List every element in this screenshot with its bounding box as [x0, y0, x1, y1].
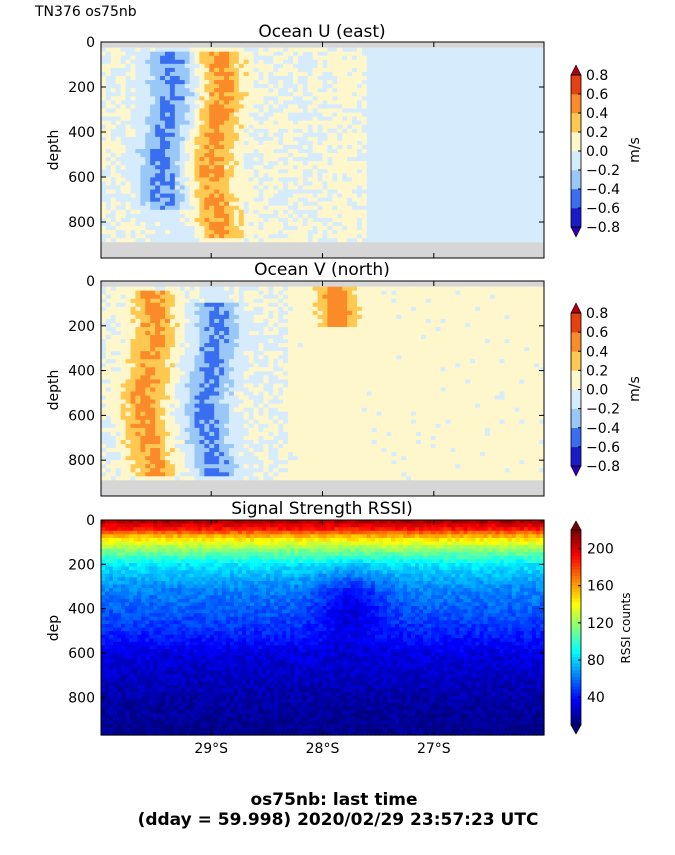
colorbar-swatch-v-4 [571, 370, 581, 390]
colorbar-tick-v-8: 0.8 [586, 306, 608, 322]
xtick-label-rssi-1: 28°S [306, 741, 340, 757]
ytick-label-v-1: 200 [68, 319, 95, 335]
xtick-label-rssi-2: 27°S [417, 741, 451, 757]
colorbar-tick-u-7: 0.6 [586, 87, 608, 103]
colorbar-swatch-u-3 [571, 151, 581, 171]
corner-label: TN376 os75nb [34, 4, 137, 20]
colorbar-tick-v-3: −0.2 [586, 402, 620, 418]
ytick-label-u-4: 800 [68, 215, 95, 231]
ytick-label-rssi-4: 800 [68, 690, 95, 706]
colorbar-swatch-u-4 [571, 132, 581, 152]
ytick-label-v-0: 0 [86, 274, 95, 290]
bottom-mask [101, 480, 544, 496]
panel-title-rssi: Signal Strength RSSI) [231, 499, 413, 519]
ytick-label-rssi-0: 0 [86, 513, 95, 529]
colorbar-tick-v-2: −0.4 [586, 421, 620, 437]
colorbar-extend-low-u [570, 226, 582, 238]
colorbar-tick-u-6: 0.4 [586, 106, 608, 122]
footer-line-2: (dday = 59.998) 2020/02/29 23:57:23 UTC [138, 810, 539, 830]
colorbar-tick-rssi-0: 40 [587, 690, 605, 706]
heatmap-rssi [101, 520, 545, 736]
colorbar-extend-high-u [570, 64, 582, 76]
ytick-label-v-2: 400 [68, 364, 95, 380]
xtick-label-rssi-0: 29°S [194, 741, 228, 757]
colorbar-label-v: m/s [627, 376, 643, 402]
colorbar-tick-u-8: 0.8 [586, 68, 608, 84]
colorbar-v: −0.8 −0.6 −0.4 −0.2 0.0 0.2 0.4 0.6 0.8 [570, 302, 620, 477]
ytick-label-rssi-2: 400 [68, 602, 95, 618]
panel-title-v: Ocean V (north) [254, 260, 390, 280]
ytick-label-rssi-1: 200 [68, 557, 95, 573]
colorbar-tick-u-0: −0.8 [586, 220, 620, 236]
colorbar-extend-high-rssi [570, 520, 582, 531]
colorbar-swatch-u-6 [571, 94, 581, 114]
ytick-label-u-2: 400 [68, 125, 95, 141]
ytick-label-u-3: 600 [68, 170, 95, 186]
xticks-v [210, 281, 435, 496]
colorbar-u: −0.8 −0.6 −0.4 −0.2 0.0 0.2 0.4 0.6 0.8 [570, 64, 620, 238]
footer-line-1: os75nb: last time [250, 790, 417, 810]
panel-ocean-v: Ocean V (north) depth 0 200 400 600 800 −0.8… [46, 260, 643, 497]
ytick-label-u-1: 200 [68, 80, 95, 96]
xticks-rssi: 29°S 28°S 27°S [194, 520, 451, 757]
ytick-label-rssi-3: 600 [68, 646, 95, 662]
colorbar-tick-rssi-4: 200 [587, 542, 614, 558]
colorbar-swatch-u-0 [571, 208, 581, 228]
colorbar-swatch-v-6 [571, 332, 581, 352]
colorbar-tick-u-4: 0.0 [586, 144, 608, 160]
colorbar-swatch-u-7 [571, 75, 581, 95]
colorbar-swatch-u-2 [571, 170, 581, 190]
colorbar-swatch-v-5 [571, 351, 581, 371]
colorbar-tick-rssi-3: 160 [587, 579, 614, 595]
ylabel-u: depth [46, 130, 62, 171]
colorbar-tick-v-5: 0.2 [586, 363, 608, 379]
ytick-label-u-0: 0 [86, 35, 95, 51]
ytick-label-v-4: 800 [68, 453, 95, 469]
colorbar-label-rssi: RSSI counts [619, 592, 633, 663]
yticks-v: 0 200 400 600 800 [68, 274, 544, 469]
colorbar-extend-high-v [570, 302, 582, 314]
colorbar-tick-v-1: −0.6 [586, 440, 620, 456]
colorbar-tick-rssi-2: 120 [587, 616, 614, 632]
colorbar-tick-v-4: 0.0 [586, 383, 608, 399]
colorbar-tick-v-6: 0.4 [586, 344, 608, 360]
frame-v [100, 280, 545, 497]
colorbar-swatch-v-1 [571, 427, 581, 448]
heatmap-v [101, 281, 545, 496]
bottom-mask [101, 242, 544, 258]
ytick-label-v-3: 600 [68, 408, 95, 424]
panel-rssi: Signal Strength RSSI) dep 0200400600800 … [46, 499, 633, 757]
panel-title-u: Ocean U (east) [258, 22, 385, 42]
colorbar-tick-v-0: −0.8 [586, 459, 620, 475]
colorbar-label-u: m/s [627, 137, 643, 163]
colorbar-tick-v-7: 0.6 [586, 325, 608, 341]
xticks-u [210, 42, 435, 258]
colorbar-swatch-u-5 [571, 113, 581, 133]
colorbar-tick-u-5: 0.2 [586, 125, 608, 141]
colorbar-tick-u-2: −0.4 [586, 182, 620, 198]
frame-u [100, 41, 545, 259]
colorbar-tick-u-1: −0.6 [586, 201, 620, 217]
colorbar-extend-low-v [570, 465, 582, 477]
colorbar-swatch-u-1 [571, 189, 581, 209]
colorbar-swatch-v-2 [571, 408, 581, 429]
frame-rssi [100, 519, 545, 736]
yticks-rssi: 0 200 400 600 800 [68, 513, 544, 706]
colorbar-extend-low-rssi [570, 724, 582, 735]
colorbar-swatch-v-3 [571, 389, 581, 409]
colorbar-rssi: 40 80 120 160 200 [570, 520, 614, 735]
ylabel-v: depth [46, 370, 62, 411]
colorbar-tick-u-3: −0.2 [586, 163, 620, 179]
colorbar-tick-rssi-1: 80 [587, 653, 605, 669]
colorbar-swatch-v-0 [571, 446, 581, 467]
colorbar-swatch-v-7 [571, 313, 581, 333]
heatmap-u [101, 42, 545, 258]
yticks-u: 0 200 400 600 800 [68, 35, 544, 231]
ylabel-rssi: dep [46, 615, 62, 642]
